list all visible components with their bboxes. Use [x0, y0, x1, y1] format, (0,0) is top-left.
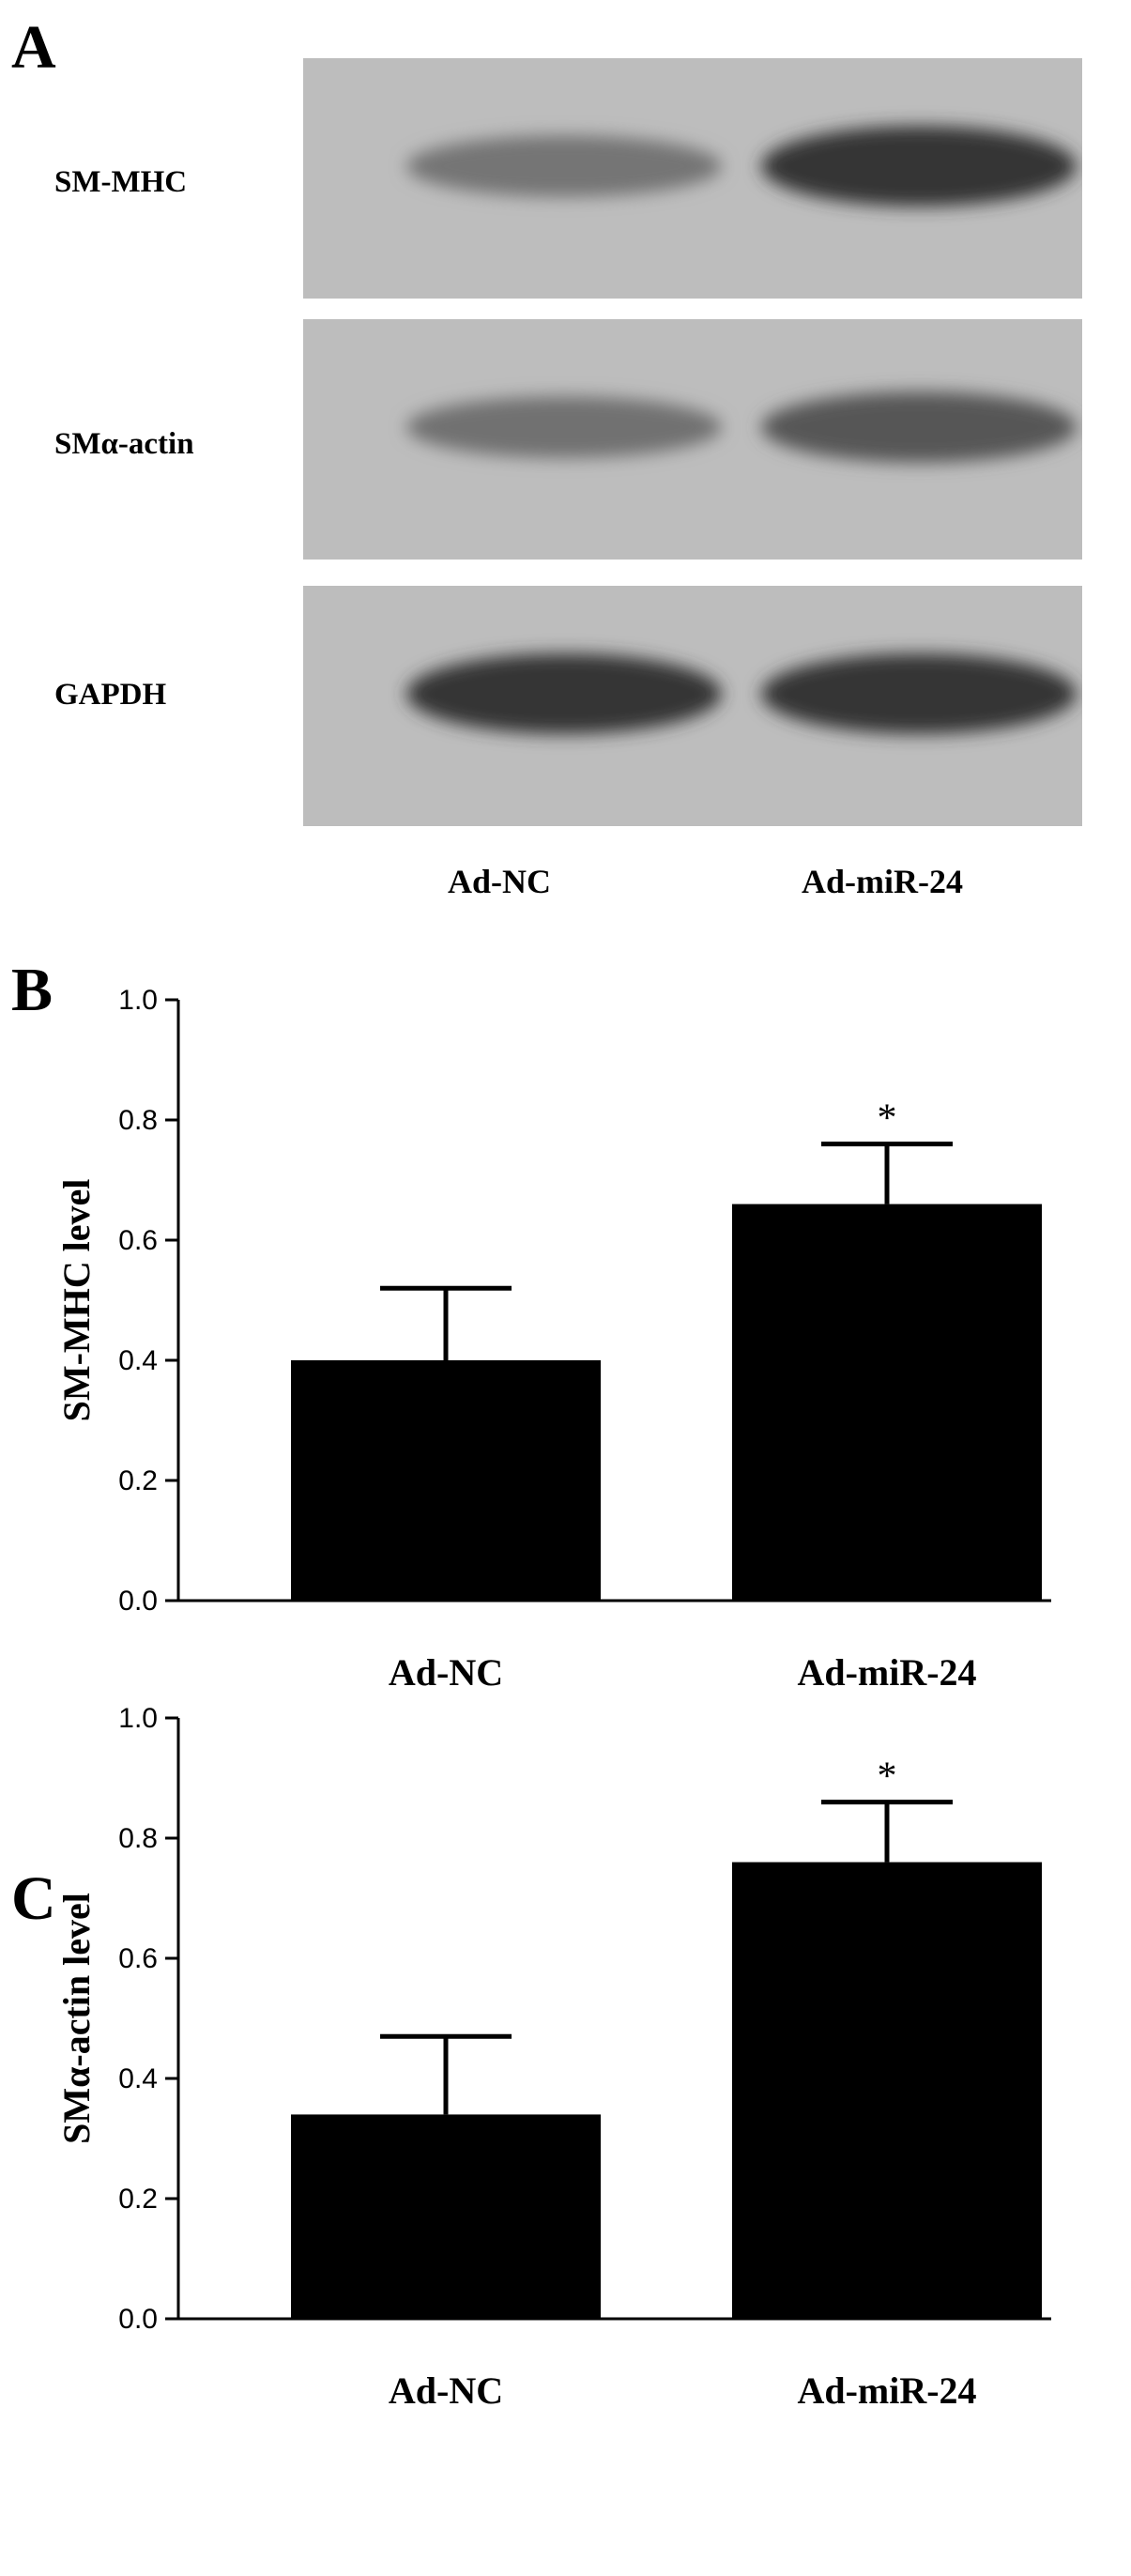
y-tick-label: 0.8	[118, 1823, 158, 1854]
bar	[291, 2114, 601, 2319]
blot-band	[761, 126, 1077, 207]
blot-image	[406, 391, 1077, 463]
y-tick-label: 0.2	[118, 2184, 158, 2215]
bar	[291, 1360, 601, 1601]
blot-image	[406, 653, 1077, 734]
blot-band	[406, 135, 722, 197]
y-tick-label: 0.8	[118, 1105, 158, 1136]
x-tick-label: Ad-miR-24	[797, 1651, 976, 1694]
blot-image	[406, 126, 1077, 207]
panel-c-letter: C	[11, 1864, 56, 1933]
blot-band	[406, 653, 722, 734]
x-tick-label: Ad-NC	[389, 1651, 503, 1694]
bar	[732, 1204, 1042, 1601]
x-tick-label: Ad-NC	[389, 2369, 503, 2412]
lane-label-ad-nc: Ad-NC	[447, 863, 552, 900]
blot-strip-sm-mhc	[303, 58, 1082, 299]
bar-chart-sma-actin: 0.0 0.2 0.4 0.6 0.8 1.0 SMα-actin level Ad-NC * A…	[55, 1703, 1051, 2412]
significance-marker: *	[878, 1097, 897, 1141]
bar	[732, 1862, 1042, 2319]
panel-b-letter: B	[11, 956, 53, 1024]
blot-band	[761, 391, 1077, 463]
blot-band	[406, 396, 722, 458]
blot-strip-gapdh	[303, 586, 1082, 826]
y-tick-label: 0.2	[118, 1465, 158, 1496]
panel-a-letter: A	[11, 13, 56, 82]
blot-strip-sma-actin	[303, 319, 1082, 560]
y-tick-label: 0.6	[118, 1943, 158, 1974]
y-tick-label: 0.4	[118, 2063, 158, 2094]
y-tick-label: 0.6	[118, 1225, 158, 1256]
y-axis-label: SM-MHC level	[55, 1179, 98, 1422]
y-tick-label: 0.0	[118, 2304, 158, 2335]
bar-chart-sm-mhc: 0.0 0.2 0.4 0.6 0.8 1.0 SM-MHC level Ad-NC * Ad-m…	[55, 985, 1051, 1694]
blot-label-sm-mhc: SM-MHC	[54, 165, 188, 199]
y-tick-label: 0.0	[118, 1586, 158, 1617]
y-tick-label: 1.0	[118, 985, 158, 1016]
blot-band	[761, 653, 1077, 734]
y-tick-label: 0.4	[118, 1345, 158, 1376]
blot-label-sma-actin: SMα-actin	[54, 427, 194, 461]
y-axis-label: SMα-actin level	[55, 1893, 98, 2144]
lane-label-ad-mir-24: Ad-miR-24	[802, 863, 963, 900]
blot-label-gapdh: GAPDH	[54, 678, 167, 712]
significance-marker: *	[878, 1756, 897, 1799]
x-tick-label: Ad-miR-24	[797, 2369, 976, 2412]
y-tick-label: 1.0	[118, 1703, 158, 1734]
